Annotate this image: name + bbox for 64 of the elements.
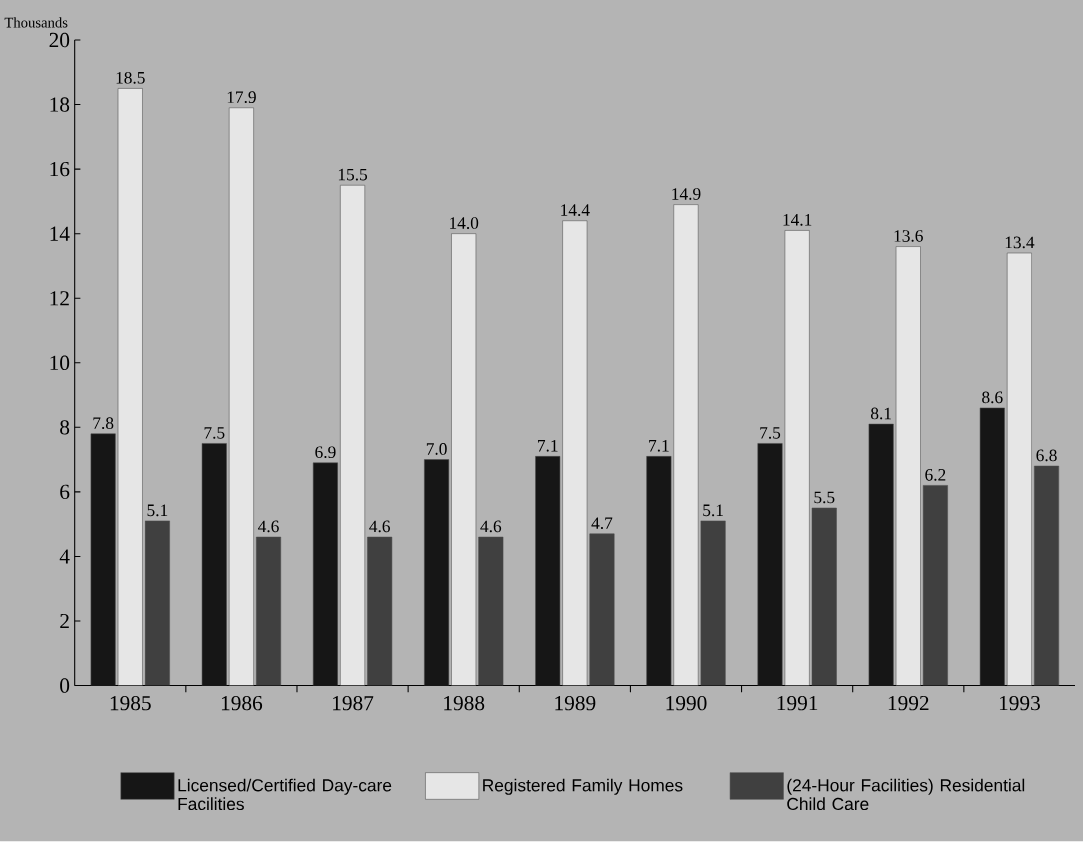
bar xyxy=(979,407,1005,686)
bar xyxy=(895,246,921,686)
data-label: 17.9 xyxy=(227,91,256,104)
data-label: 4.6 xyxy=(480,520,502,533)
data-label: 14.4 xyxy=(561,204,590,217)
data-label: 5.1 xyxy=(147,504,168,517)
y-tick-label: 6 xyxy=(60,484,70,500)
x-tick-label: 1986 xyxy=(221,696,263,711)
data-label: 14.0 xyxy=(450,217,479,230)
y-tick-label: 4 xyxy=(59,549,70,564)
data-label: 13.4 xyxy=(1005,236,1035,249)
bar xyxy=(1006,252,1032,686)
data-label: 6.8 xyxy=(1036,449,1057,462)
y-tick-label: 0 xyxy=(60,678,70,693)
y-tick-label: 2 xyxy=(60,614,69,629)
data-label: 6.2 xyxy=(925,469,946,481)
legend-label: (24-Hour Facilities) Residential Child Care xyxy=(787,778,1025,811)
data-label: 8.1 xyxy=(870,407,891,420)
bar xyxy=(784,230,810,686)
bar xyxy=(228,107,254,686)
data-label: 7.1 xyxy=(649,440,669,452)
data-label: 7.5 xyxy=(204,427,225,439)
y-tick-label: 20 xyxy=(49,33,70,48)
y-axis-title: Thousands xyxy=(4,17,68,28)
data-label: 5.1 xyxy=(703,504,723,517)
data-label: 15.5 xyxy=(338,169,368,181)
y-tick-label: 18 xyxy=(50,97,70,112)
y-tick-label: 16 xyxy=(50,162,70,177)
bar xyxy=(424,459,450,686)
data-label: 14.1 xyxy=(783,214,812,226)
data-label: 4.6 xyxy=(258,520,279,533)
bar xyxy=(117,88,143,686)
bar xyxy=(673,204,699,686)
data-label: 7.1 xyxy=(538,440,558,452)
data-label: 7.5 xyxy=(760,427,781,439)
x-tick-label: 1989 xyxy=(555,696,596,711)
data-label: 4.6 xyxy=(369,520,390,533)
data-label: 5.5 xyxy=(814,491,835,504)
bar xyxy=(312,462,338,686)
data-label: 13.6 xyxy=(894,230,923,243)
data-label: 4.7 xyxy=(591,517,613,530)
x-tick-label: 1988 xyxy=(444,696,485,711)
bar xyxy=(340,185,366,686)
x-tick-label: 1990 xyxy=(666,696,707,711)
data-label: 8.6 xyxy=(982,391,1003,404)
x-tick-label: 1985 xyxy=(110,696,151,711)
bar xyxy=(201,443,227,686)
legend-label: Licensed/Certified Day-care Facilities xyxy=(178,778,392,811)
data-label: 14.9 xyxy=(672,188,701,201)
x-tick-label: 1993 xyxy=(999,696,1040,711)
x-tick-label: 1987 xyxy=(333,696,374,711)
x-tick-label: 1991 xyxy=(777,696,818,711)
legend-label: Registered Family Homes xyxy=(483,778,683,796)
data-label: 18.5 xyxy=(116,72,145,84)
y-tick-label: 14 xyxy=(50,226,70,241)
bar xyxy=(562,220,588,686)
bar xyxy=(451,233,477,686)
x-tick-label: 1992 xyxy=(888,696,929,711)
y-tick-label: 8 xyxy=(60,420,70,435)
y-tick-label: 10 xyxy=(50,355,70,371)
data-label: 6.9 xyxy=(315,446,336,459)
y-tick-label: 12 xyxy=(50,291,69,306)
data-label: 7.8 xyxy=(93,417,114,430)
data-label: 7.0 xyxy=(426,443,447,456)
